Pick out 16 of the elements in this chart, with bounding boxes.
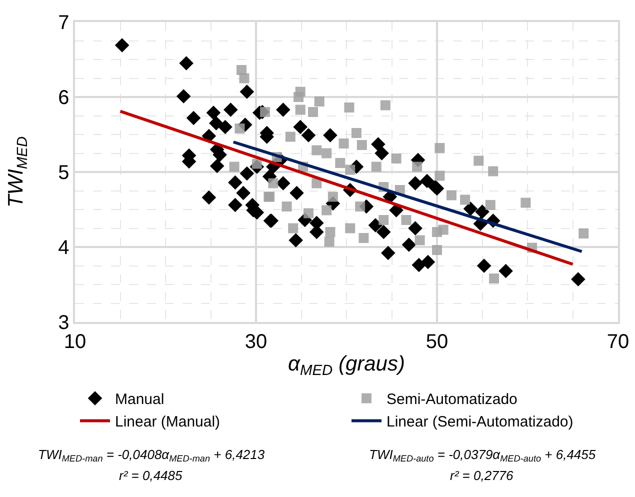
y-tick-label: 7 (58, 12, 70, 34)
legend-label: Linear (Manual) (115, 414, 220, 431)
legend-label: Manual (115, 391, 164, 408)
x-tick-label: 70 (606, 330, 630, 353)
y-tick-label: 6 (58, 87, 70, 109)
x-tick-label: 50 (426, 330, 448, 353)
x-axis-title: α$_{MED}$ (graus) (288, 352, 405, 379)
text: TWI$_{MED-man}$ = -0,0408α$_{MED-man}$ + 6,4213 (38, 447, 266, 464)
legend-label: Semi-Automatizado (386, 391, 518, 408)
x-tick-label: 30 (244, 330, 268, 353)
text: TWI$_{MED-auto}$ = -0,0379α$_{MED-auto}$ + 6,4455 (369, 447, 596, 464)
y-tick-label: 4 (58, 237, 70, 259)
legend-label: Linear (Semi-Automatizado) (386, 414, 574, 431)
y-tick-label: 5 (58, 162, 70, 184)
text: r² = 0,4485 (119, 468, 184, 483)
text: r² = 0,2776 (450, 468, 514, 483)
